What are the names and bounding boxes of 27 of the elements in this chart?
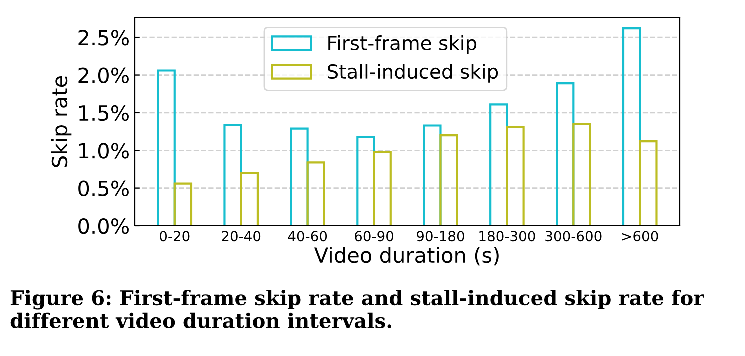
x-tick-label: 180-300 [480, 231, 536, 242]
caption: Figure 6: First-frame skip rate and stall-induced skip rate for different video duration intervals. [10, 290, 704, 328]
x-tick-label: 90-180 [417, 231, 464, 242]
y-tick-label: 1.0% [80, 143, 129, 159]
bar [306, 162, 326, 226]
x-tick-label: 0-20 [160, 231, 190, 242]
y-tick-label: 2.5% [78, 30, 129, 46]
bar [440, 134, 458, 226]
bar [639, 140, 658, 226]
y-tick-label: 1.5% [80, 105, 129, 122]
bar [572, 123, 592, 226]
x-tick-label: 300-600 [546, 231, 602, 242]
x-axis-title: Video duration (s) [314, 247, 499, 266]
y-tick-label: 0.0% [78, 218, 129, 234]
y-tick-label: 0.5% [78, 180, 129, 197]
bar [174, 182, 193, 226]
legend-label: First-frame skip [328, 36, 477, 54]
x-tick-label: 20-40 [222, 231, 261, 242]
bar [240, 172, 259, 226]
legend-label: Stall-induced skip [328, 64, 498, 83]
bar [506, 126, 525, 226]
x-tick-label: 40-60 [288, 231, 328, 242]
x-tick-label: >600 [622, 231, 658, 242]
y-axis-title: Skip rate [51, 76, 72, 168]
bar [373, 151, 392, 226]
x-tick-label: 60-90 [355, 231, 394, 242]
y-tick-label: 2.0% [78, 68, 129, 84]
